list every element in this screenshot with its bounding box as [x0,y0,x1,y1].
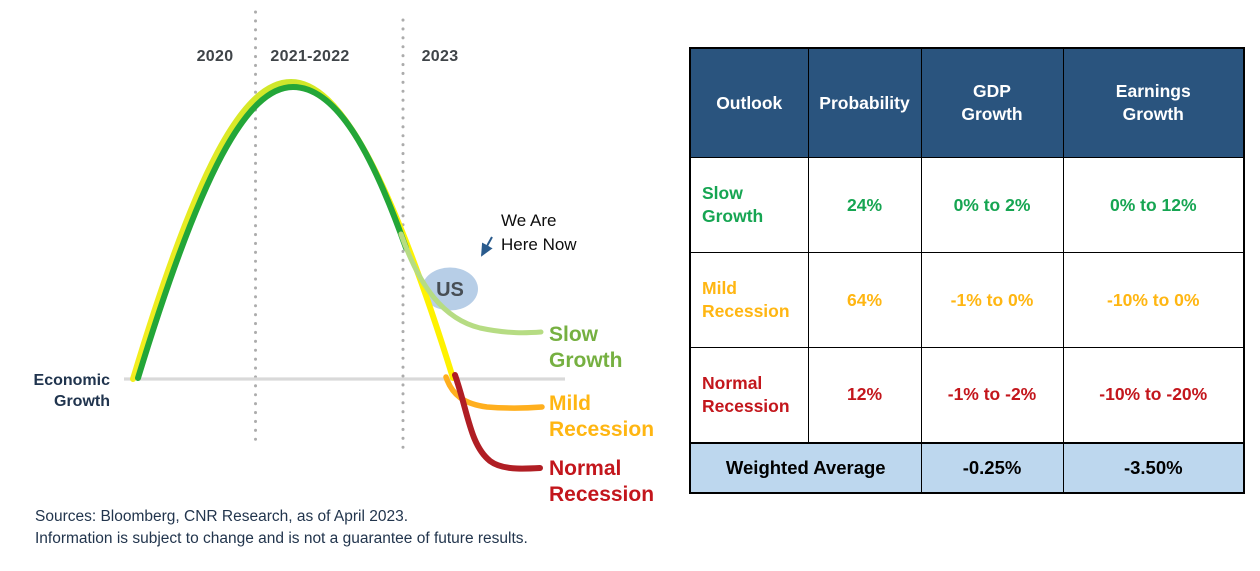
cell-gdp-growth: -1% to -2% [920,347,1064,443]
cell-probability: 64% [807,252,922,348]
mild-recession-line [443,374,545,411]
economic-growth-axis-label: Economic Growth [33,372,110,410]
cell-earnings-growth: -10% to 0% [1062,252,1245,348]
period-label-2023: 2023 [421,48,459,65]
cell-outlook: Slow Growth [689,157,809,253]
cell-outlook: Mild Recession [689,252,809,348]
annotation-line-2: Here Now [501,235,577,254]
footer-gdp-weighted-average: -0.25% [920,441,1064,493]
scenario-label-mild-recession: Mild Recession [549,392,655,441]
growth-curve-highlight [130,78,456,382]
cell-earnings-growth: 0% to 12% [1062,157,1245,253]
table-footer-row: Weighted Average -0.25% -3.50% [689,441,1245,493]
header-outlook: Outlook [689,47,809,158]
here-now-arrow-icon [481,236,493,257]
scenario-label-normal-recession: Normal Recession [549,457,655,506]
table-row-mild-recession: Mild Recession 64% -1% to 0% -10% to 0% [689,252,1245,348]
footer-weighted-average-label: Weighted Average [689,441,922,493]
annotation-we-are-here: We Are Here Now [501,209,577,257]
header-earnings-growth: Earnings Growth [1062,47,1245,158]
footnote: Sources: Bloomberg, CNR Research, as of … [35,506,528,550]
cell-probability: 12% [807,347,922,443]
cell-earnings-growth: -10% to -20% [1062,347,1245,443]
table-row-slow-growth: Slow Growth 24% 0% to 2% 0% to 12% [689,157,1245,253]
economic-cycle-chart: US [124,10,565,472]
cell-gdp-growth: 0% to 2% [920,157,1064,253]
table-row-normal-recession: Normal Recession 12% -1% to -2% -10% to … [689,347,1245,443]
outlook-table: Outlook Probability GDP Growth Earnings … [689,47,1245,494]
growth-curve [135,83,409,381]
period-label-2020: 2020 [196,48,234,65]
cell-probability: 24% [807,157,922,253]
slow-growth-line [398,231,544,336]
cell-outlook: Normal Recession [689,347,809,443]
annotation-line-1: We Are [501,211,557,230]
header-probability: Probability [807,47,922,158]
us-marker-label: US [436,279,464,301]
header-gdp-growth: GDP Growth [920,47,1064,158]
period-label-2021-2022: 2021-2022 [270,48,350,65]
normal-recession-line [452,372,543,472]
footer-earnings-weighted-average: -3.50% [1062,441,1245,493]
scenario-label-slow-growth: Slow Growth [549,323,623,372]
footnote-sources: Sources: Bloomberg, CNR Research, as of … [35,508,409,525]
footnote-disclaimer: Information is subject to change and is … [35,530,528,547]
table-header-row: Outlook Probability GDP Growth Earnings … [689,47,1245,158]
cell-gdp-growth: -1% to 0% [920,252,1064,348]
